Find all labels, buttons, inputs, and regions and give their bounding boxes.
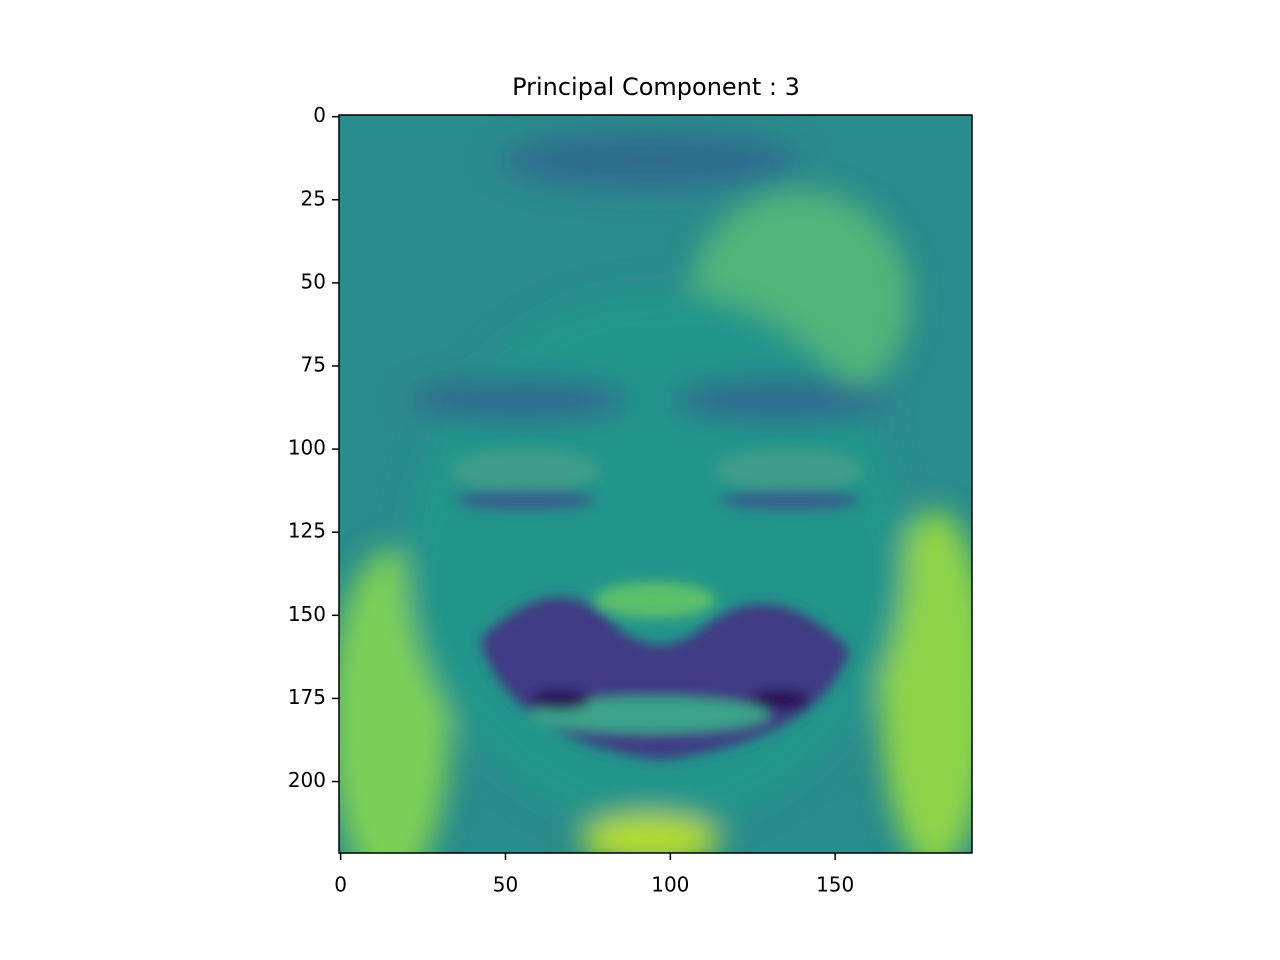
image: [339, 115, 972, 853]
x-tick-label: 150: [816, 873, 854, 897]
axes-frame: [338, 114, 973, 854]
chart-title: Principal Component : 3: [512, 73, 800, 101]
x-tick-label: 0: [334, 873, 347, 897]
x-tick-label: 50: [493, 873, 518, 897]
y-tick-label: 75: [301, 352, 326, 376]
y-tick-label: 150: [288, 602, 326, 626]
x-tick-label: 100: [651, 873, 689, 897]
y-tick-label: 0: [313, 103, 326, 127]
y-tick-label: 100: [288, 436, 326, 460]
y-tick-label: 25: [301, 186, 326, 210]
y-tick-label: 200: [288, 768, 326, 792]
y-tick-label: 125: [288, 519, 326, 543]
y-tick-label: 50: [301, 269, 326, 293]
y-tick-label: 175: [288, 685, 326, 709]
